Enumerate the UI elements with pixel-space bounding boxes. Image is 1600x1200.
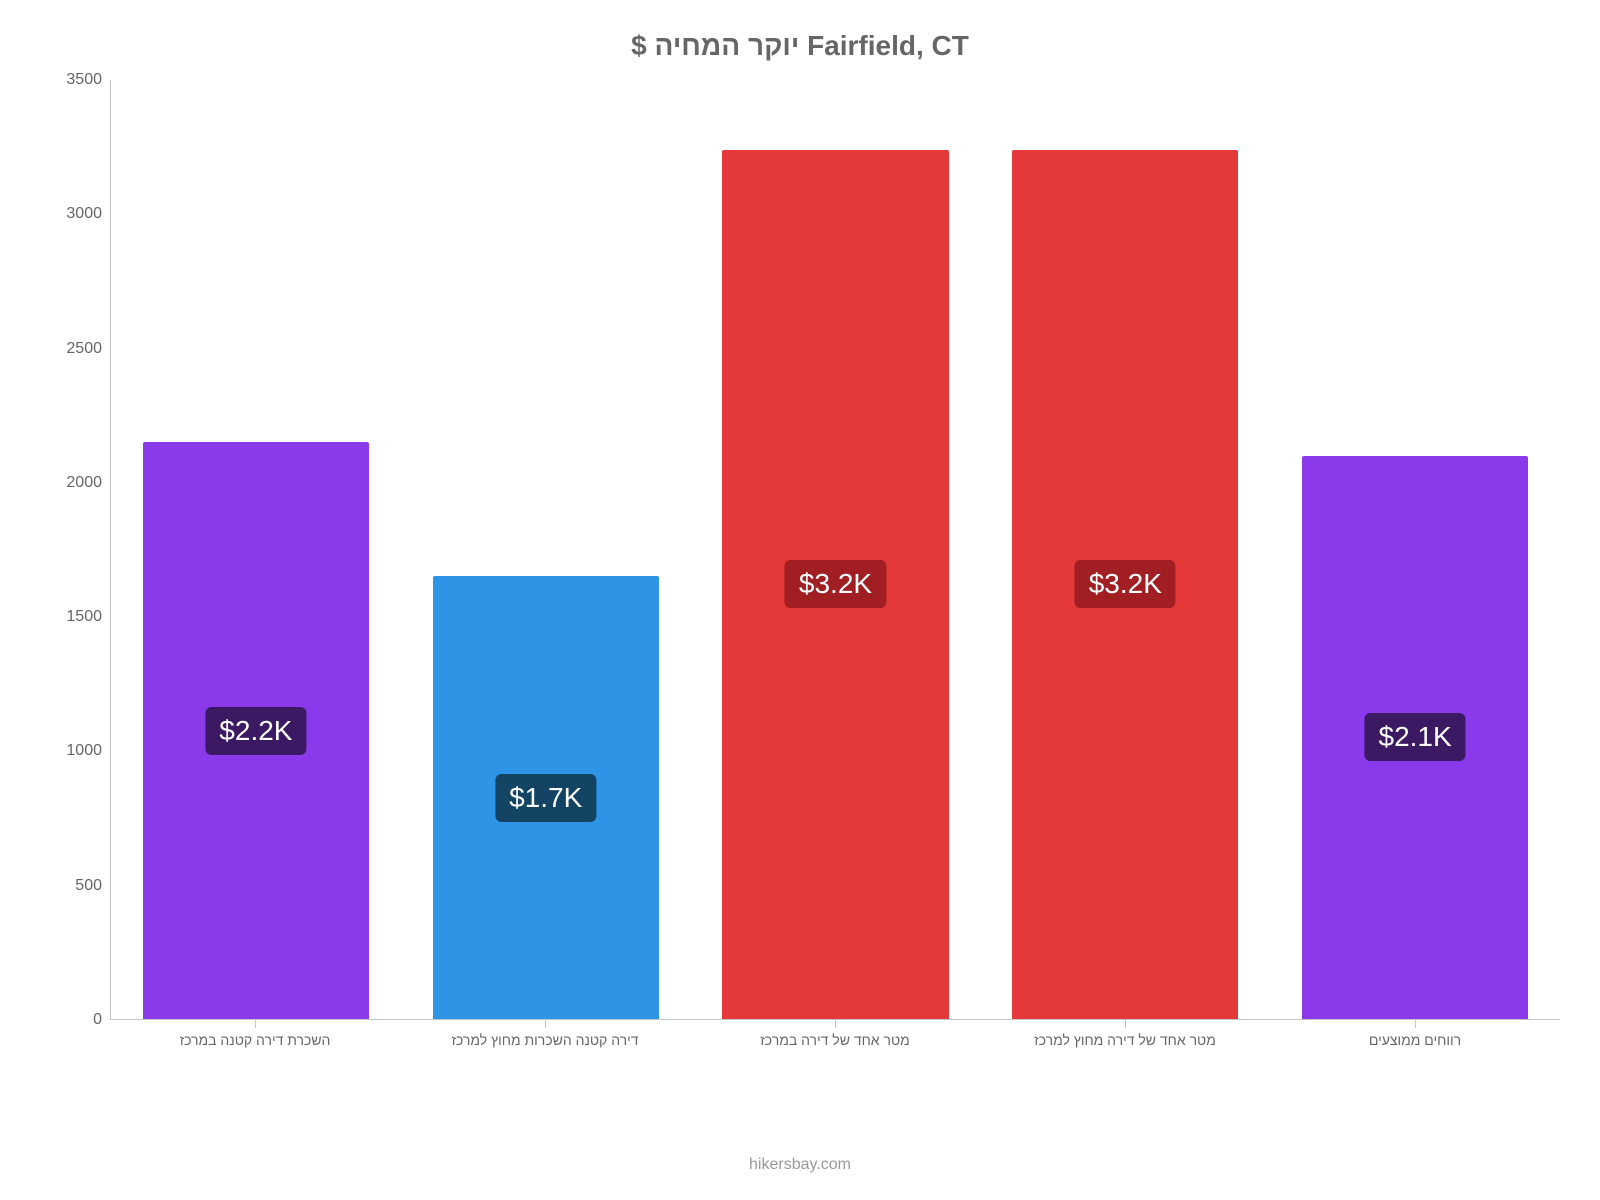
bar-slot: $3.2K	[691, 80, 981, 1019]
x-tick-mark	[835, 1020, 836, 1028]
y-tick-label: 1500	[66, 608, 102, 626]
x-tick-mark	[545, 1020, 546, 1028]
x-tick-slot: רווחים ממוצעים	[1270, 1028, 1560, 1058]
y-tick-label: 1000	[66, 742, 102, 760]
y-tick-label: 2000	[66, 474, 102, 492]
x-tick-label: השכרת דירה קטנה במרכז	[180, 1032, 331, 1048]
bar-value-label: $1.7K	[495, 774, 596, 822]
x-tick-slot: השכרת דירה קטנה במרכז	[110, 1028, 400, 1058]
bar-slot: $1.7K	[401, 80, 691, 1019]
bar: $2.1K	[1302, 456, 1528, 1019]
plot-area: $2.2K $1.7K $3.2K $3.2K $2.1K	[110, 80, 1560, 1020]
plot-row: 0500100015002000250030003500 $2.2K$1.7K$…	[40, 80, 1560, 1020]
x-tick-slot: דירה קטנה השכרות מחוץ למרכז	[400, 1028, 690, 1058]
footer-credit: hikersbay.com	[0, 1156, 1600, 1174]
bar-value-label: $3.2K	[1075, 560, 1176, 608]
bar: $3.2K	[1012, 150, 1238, 1019]
x-tick-label: רווחים ממוצעים	[1369, 1032, 1461, 1048]
y-tick-label: 3500	[66, 71, 102, 89]
x-tick-label: מטר אחד של דירה במרכז	[760, 1032, 909, 1048]
bar: $3.2K	[722, 150, 948, 1019]
y-tick-label: 2500	[66, 340, 102, 358]
x-tick-slot: מטר אחד של דירה מחוץ למרכז	[980, 1028, 1270, 1058]
bar-value-label: $2.1K	[1364, 713, 1465, 761]
x-tick-label: דירה קטנה השכרות מחוץ למרכז	[451, 1032, 638, 1048]
y-tick-label: 0	[93, 1011, 102, 1029]
x-tick-label: מטר אחד של דירה מחוץ למרכז	[1034, 1032, 1216, 1048]
bar: $2.2K	[143, 442, 369, 1019]
bars-container: $2.2K $1.7K $3.2K $3.2K $2.1K	[111, 80, 1560, 1019]
chart-title: Fairfield, CT יוקר המחיה $	[40, 30, 1560, 62]
bar-slot: $3.2K	[980, 80, 1270, 1019]
x-tick-mark	[255, 1020, 256, 1028]
chart: Fairfield, CT יוקר המחיה $ 0 500 1000 1500 2…	[0, 0, 1600, 1200]
bar: $1.7K	[433, 576, 659, 1019]
y-tick-label: 3000	[66, 205, 102, 223]
x-tick-slot: מטר אחד של דירה במרכז	[690, 1028, 980, 1058]
bar-value-label: $3.2K	[785, 560, 886, 608]
bar-slot: $2.1K	[1270, 80, 1560, 1019]
bar-slot: $2.2K	[111, 80, 401, 1019]
x-axis: השכרת דירה קטנה במרכז דירה קטנה השכרות מח…	[110, 1028, 1560, 1058]
y-tick-label: 500	[75, 877, 102, 895]
y-axis: 0500100015002000250030003500	[40, 80, 110, 1020]
x-tick-mark	[1125, 1020, 1126, 1028]
bar-value-label: $2.2K	[205, 707, 306, 755]
x-tick-mark	[1415, 1020, 1416, 1028]
